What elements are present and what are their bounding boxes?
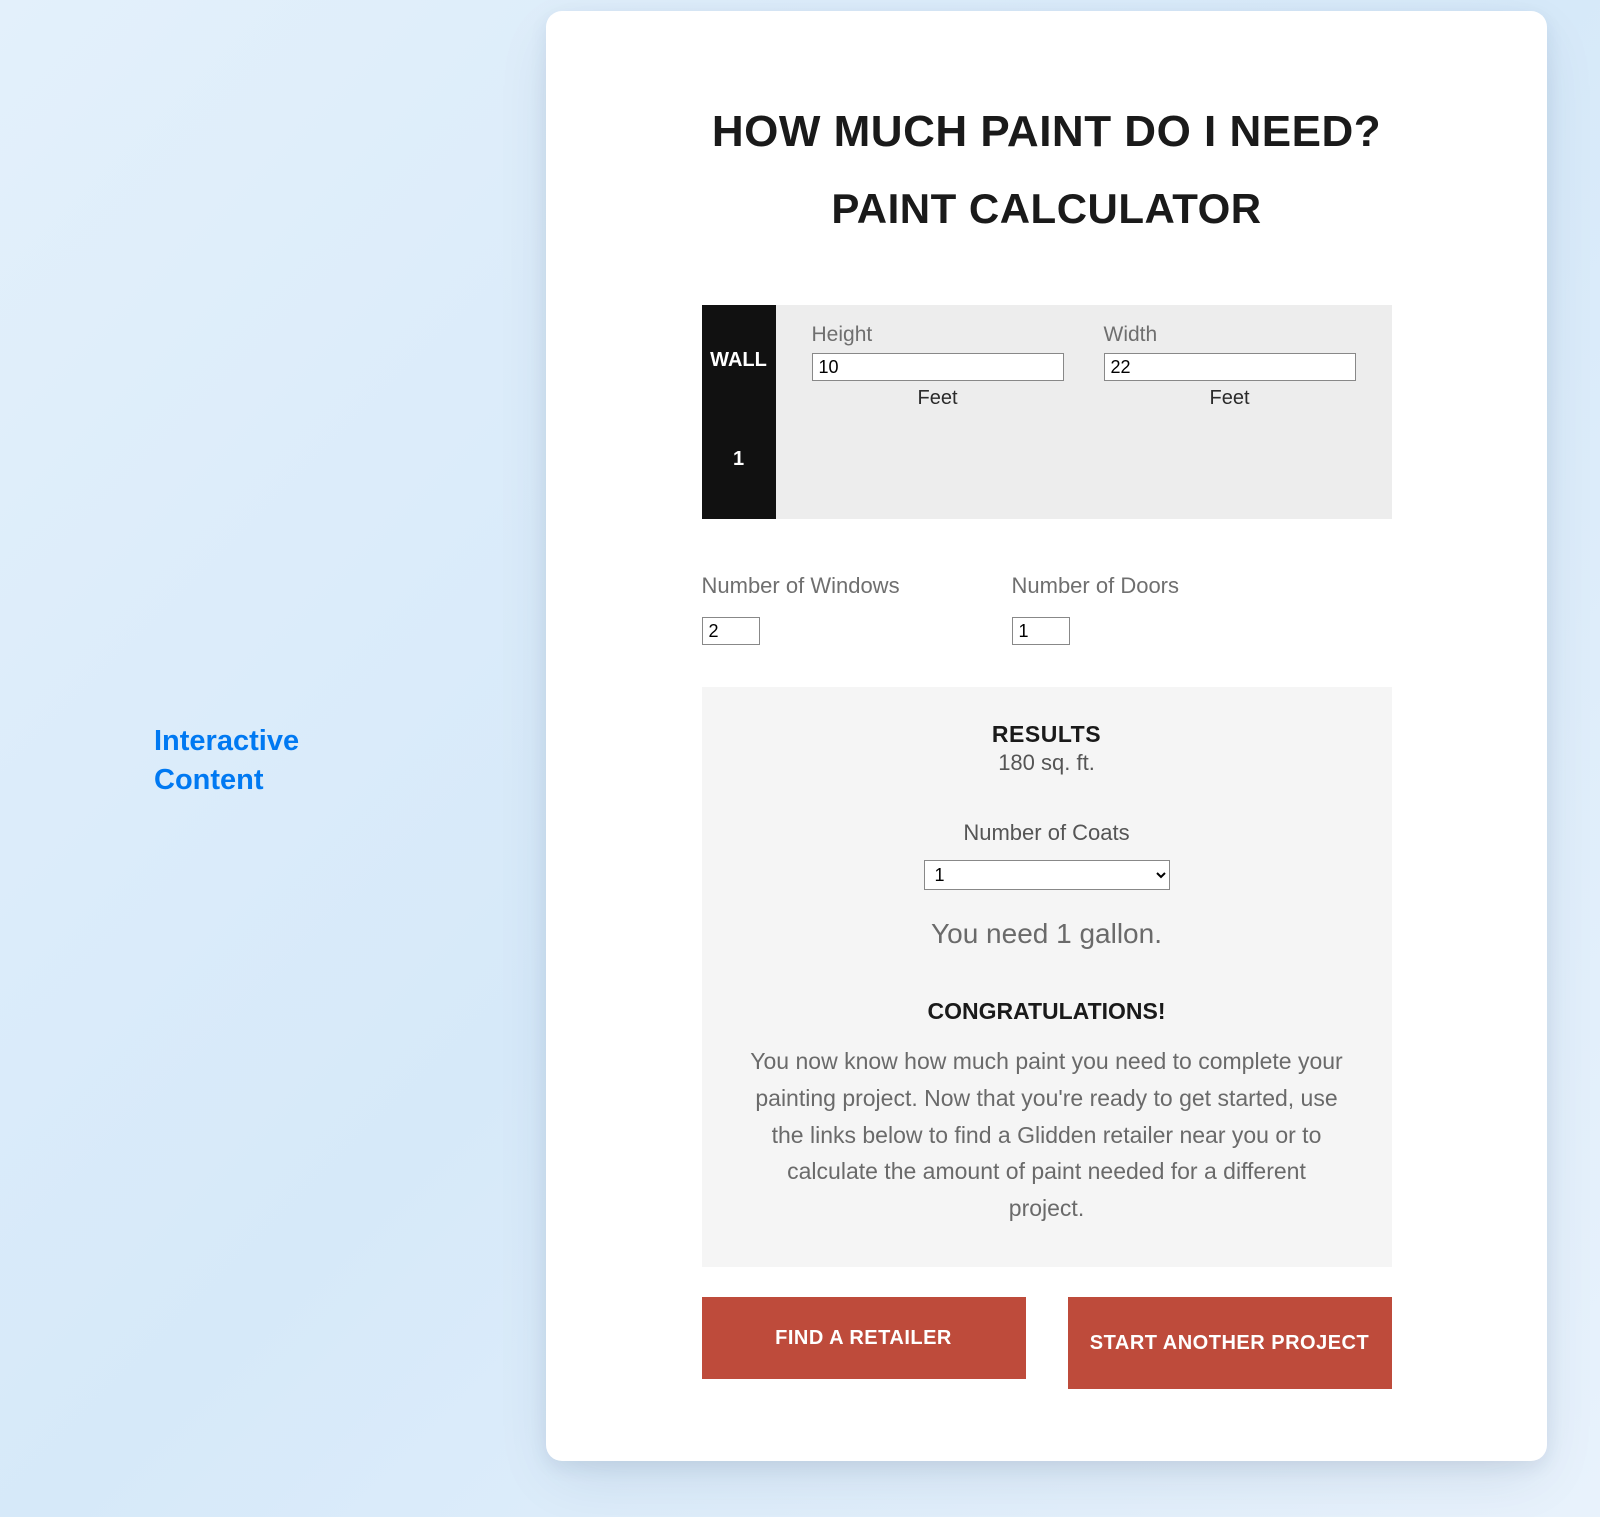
congrats-title: CONGRATULATIONS! <box>730 998 1364 1025</box>
results-block: RESULTS 180 sq. ft. Number of Coats 1 Yo… <box>702 687 1392 1267</box>
width-input[interactable] <box>1104 353 1356 381</box>
wall-block: WALL 1 Height Feet Width Feet <box>702 305 1392 519</box>
counts-row: Number of Windows Number of Doors <box>702 573 1392 645</box>
doors-label: Number of Doors <box>1012 573 1180 599</box>
side-label: Interactive Content <box>154 722 299 800</box>
button-row: FIND A RETAILER START ANOTHER PROJECT <box>702 1297 1392 1389</box>
windows-group: Number of Windows <box>702 573 1012 645</box>
wall-number: 1 <box>733 448 744 471</box>
wall-inputs: Height Feet Width Feet <box>776 305 1392 519</box>
side-label-line2: Content <box>154 761 299 800</box>
doors-group: Number of Doors <box>1012 573 1180 645</box>
height-input[interactable] <box>812 353 1064 381</box>
windows-input[interactable] <box>702 617 760 645</box>
find-retailer-button[interactable]: FIND A RETAILER <box>702 1297 1026 1379</box>
coats-select[interactable]: 1 <box>924 860 1170 890</box>
start-another-project-button[interactable]: START ANOTHER PROJECT <box>1068 1297 1392 1389</box>
width-unit: Feet <box>1104 387 1356 410</box>
wall-tab: WALL 1 <box>702 305 776 519</box>
results-title: RESULTS <box>730 721 1364 748</box>
doors-input[interactable] <box>1012 617 1070 645</box>
coats-label: Number of Coats <box>730 820 1364 846</box>
results-need: You need 1 gallon. <box>730 918 1364 950</box>
congrats-body: You now know how much paint you need to … <box>747 1043 1347 1227</box>
page-subtitle: PAINT CALCULATOR <box>618 185 1475 233</box>
width-label: Width <box>1104 323 1356 347</box>
side-label-line1: Interactive <box>154 722 299 761</box>
height-group: Height Feet <box>812 319 1064 499</box>
wall-label: WALL <box>710 349 767 372</box>
calculator-card: HOW MUCH PAINT DO I NEED? PAINT CALCULAT… <box>546 11 1547 1461</box>
height-label: Height <box>812 323 1064 347</box>
width-group: Width Feet <box>1104 319 1356 499</box>
windows-label: Number of Windows <box>702 573 1012 599</box>
results-area: 180 sq. ft. <box>730 750 1364 776</box>
height-unit: Feet <box>812 387 1064 410</box>
page-title: HOW MUCH PAINT DO I NEED? <box>618 107 1475 157</box>
